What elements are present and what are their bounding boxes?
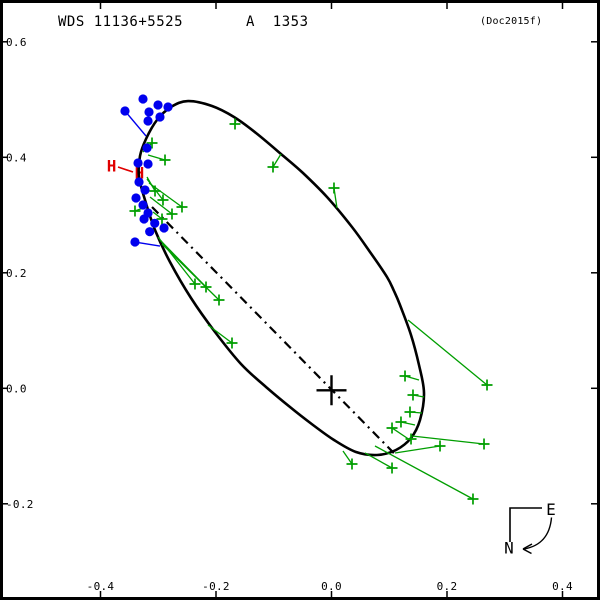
blue-dot-marker: [131, 193, 141, 203]
green-plus-marker: [146, 137, 158, 149]
x-axis-tick-label: -0.2: [202, 580, 230, 593]
x-axis-tick-label: 0.0: [321, 580, 342, 593]
green-plus-marker: [346, 458, 358, 470]
residual-line: [407, 319, 488, 386]
green-plus-marker: [328, 182, 340, 194]
x-axis-tick-label: 0.4: [552, 580, 573, 593]
residual-line: [364, 452, 393, 469]
compass-arrow-curve: [523, 517, 553, 550]
blue-dot-marker: [139, 214, 149, 224]
residual-line: [161, 243, 220, 301]
green-plus-marker: [434, 440, 446, 452]
blue-dot-marker: [120, 106, 130, 116]
blue-dot-marker: [138, 94, 148, 104]
compass: EN: [504, 500, 556, 558]
blue-dot-marker: [150, 218, 160, 228]
green-plus-marker: [213, 294, 225, 306]
compass-east-label: E: [546, 500, 556, 519]
residual-line: [411, 435, 485, 445]
blue-dot-marker: [130, 237, 140, 247]
blue-dot-marker: [133, 158, 143, 168]
green-plus-marker: [156, 213, 168, 225]
green-plus-marker: [467, 493, 479, 505]
residual-line: [152, 211, 163, 220]
green-plus-marker: [226, 337, 238, 349]
wds-identifier: WDS 11136+5525: [58, 14, 184, 30]
y-axis-tick-label: -0.2: [6, 498, 34, 511]
green-plus-marker: [478, 438, 490, 450]
green-plus-marker: [159, 154, 171, 166]
y-axis-tick-label: 0.6: [6, 36, 27, 49]
green-plus-marker: [166, 208, 178, 220]
micrometric-observations: [129, 118, 493, 505]
orbit-reference: (Doc2015f): [480, 16, 543, 27]
blue-dot-marker: [153, 100, 163, 110]
green-plus-marker: [229, 118, 241, 130]
hipparcos-pointer-line: [117, 166, 134, 173]
blue-residual-line: [124, 110, 147, 137]
blue-dot-marker: [159, 223, 169, 233]
residual-line: [149, 196, 173, 215]
residual-line: [374, 445, 474, 500]
blue-dot-marker: [138, 200, 148, 210]
orbit-ellipse: [137, 99, 426, 457]
discoverer-designation: A 1353: [246, 14, 309, 30]
green-plus-marker: [129, 205, 141, 217]
residual-line: [146, 178, 164, 201]
green-plus-marker: [405, 433, 417, 445]
green-plus-marker: [395, 416, 407, 428]
x-axis-tick-label: -0.4: [87, 580, 115, 593]
blue-dot-marker: [144, 107, 154, 117]
green-plus-marker: [189, 278, 201, 290]
green-plus-marker: [157, 194, 169, 206]
residual-line: [394, 445, 441, 454]
compass-north-label: N: [504, 539, 514, 558]
residual-line: [272, 153, 282, 168]
y-axis-tick-label: 0.2: [6, 267, 27, 280]
blue-dot-marker: [134, 177, 144, 187]
green-plus-marker: [404, 406, 416, 418]
residual-line: [342, 450, 353, 465]
green-plus-marker: [399, 370, 411, 382]
blue-dot-marker: [142, 143, 152, 153]
green-plus-marker: [176, 201, 188, 213]
green-plus-marker: [267, 161, 279, 173]
residual-line: [391, 427, 411, 441]
y-axis-tick-label: 0.4: [6, 151, 27, 164]
blue-dot-marker: [140, 185, 150, 195]
primary-star-marker: [316, 375, 347, 406]
compass-arrowhead: [522, 543, 533, 555]
blue-dot-marker: [155, 112, 165, 122]
green-plus-marker: [386, 462, 398, 474]
residual-line: [207, 324, 233, 344]
residual-line: [148, 182, 183, 208]
blue-dot-marker: [143, 116, 153, 126]
blue-dot-marker: [143, 159, 153, 169]
blue-dot-marker: [145, 227, 155, 237]
blue-dot-marker: [163, 102, 173, 112]
green-plus-marker: [481, 379, 493, 391]
y-axis-tick-label: 0.0: [6, 382, 27, 395]
line-of-apsides: [151, 206, 395, 455]
green-plus-marker: [407, 389, 419, 401]
x-axis-tick-label: 0.2: [437, 580, 458, 593]
hipparcos-label: H: [107, 157, 117, 176]
compass-bracket: [509, 507, 542, 542]
green-plus-marker: [386, 422, 398, 434]
interferometric-observations: [120, 94, 173, 247]
